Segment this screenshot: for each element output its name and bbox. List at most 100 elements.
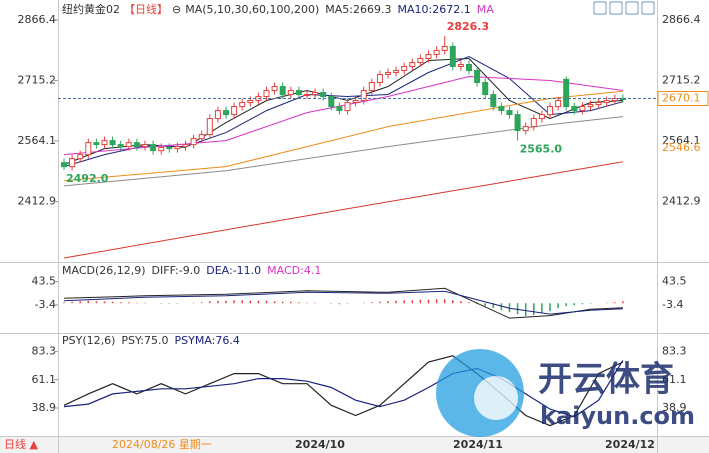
candle-body — [174, 146, 181, 150]
candle-body — [271, 86, 278, 92]
legend-label: DEA:-11.0 — [206, 264, 261, 277]
header-toggle: ⊖ — [172, 3, 181, 16]
x-tick-label: 2024/11 — [453, 438, 503, 451]
toolbar-button[interactable] — [609, 1, 623, 15]
candle-body — [93, 142, 100, 146]
toolbar — [593, 1, 655, 15]
candle-body — [101, 140, 108, 146]
candle-body — [401, 65, 408, 71]
candle-body — [304, 94, 310, 97]
candle-body — [158, 146, 165, 152]
x-tick-label: 2024/10 — [295, 438, 345, 451]
candle-body — [182, 144, 189, 148]
watermark-brand: 开云体育 — [538, 360, 674, 400]
price-annotation: 2826.3 — [447, 20, 489, 33]
candle-body — [133, 142, 140, 148]
indicator-line — [63, 355, 624, 427]
candle-body — [619, 98, 626, 101]
candle-body — [287, 90, 294, 96]
candle-body — [231, 106, 238, 116]
footer-period: 日线 ▲ — [4, 437, 38, 451]
y-tick-label: 83.3 — [662, 345, 687, 358]
price-annotation: 2565.0 — [520, 143, 563, 156]
candle-body — [563, 78, 570, 108]
candle-body — [247, 100, 254, 104]
candle-body — [198, 134, 205, 140]
candle-body — [530, 118, 537, 128]
candle-body — [223, 110, 229, 116]
y-tick-label: 2715.2 — [18, 73, 57, 86]
candle-body — [466, 63, 472, 71]
y-tick-label: 43.5 — [32, 275, 57, 288]
indicator-line — [63, 290, 623, 315]
candle-body — [393, 69, 400, 73]
legend-label: MACD(26,12,9) — [62, 264, 146, 277]
candle-body — [425, 53, 432, 59]
candle-body — [457, 63, 464, 67]
legend-label: MACD:4.1 — [267, 264, 321, 277]
toolbar-button[interactable] — [625, 1, 639, 15]
y-tick-label: 61.1 — [662, 373, 687, 386]
candle-body — [449, 45, 456, 67]
watermark: 开云体育 kaiyun.com — [436, 349, 695, 437]
candle-body — [360, 90, 367, 102]
watermark-site: kaiyun.com — [540, 402, 695, 430]
candle-body — [490, 94, 497, 108]
candle-body — [547, 106, 553, 116]
legend-label: PSYMA:76.4 — [175, 334, 240, 347]
candle-body — [206, 118, 213, 136]
candle-body — [595, 102, 602, 106]
candle-body — [69, 158, 76, 168]
y-tick-label: 2866.4 — [662, 13, 701, 26]
candle-body — [417, 57, 424, 63]
price-annotation: 2492.0 — [66, 172, 109, 185]
y-tick-label: -3.4 — [662, 298, 683, 311]
y-tick-label: 43.5 — [662, 275, 687, 288]
candle-body — [328, 96, 335, 108]
y-tick-label: 2866.4 — [18, 13, 57, 26]
candle-body — [579, 106, 586, 112]
y-tick-label: 83.3 — [32, 345, 57, 358]
y-tick-label: 61.1 — [32, 373, 57, 386]
legend-label: MA5:2669.3 — [325, 3, 391, 16]
candle-body — [77, 154, 84, 160]
y-tick-label: 38.9 — [32, 401, 57, 414]
candle-body — [61, 162, 67, 168]
candle-body — [538, 114, 545, 120]
y-tick-label: 2412.9 — [18, 195, 57, 208]
candle-body — [85, 142, 92, 156]
candle-body — [239, 102, 246, 108]
candle-body — [506, 110, 513, 116]
candle-body — [295, 90, 302, 96]
candle-body — [514, 114, 521, 132]
indicator-line — [63, 360, 624, 418]
candle-body — [571, 106, 578, 112]
candle-body — [279, 86, 286, 96]
candle-body — [142, 144, 148, 148]
candle-body — [474, 69, 481, 84]
candle-body — [336, 106, 343, 112]
legend-label: PSY(12,6) — [62, 334, 115, 347]
legend-label: MA — [477, 3, 494, 16]
toolbar-button[interactable] — [641, 1, 655, 15]
candle-body — [385, 71, 391, 76]
candle-body — [376, 74, 383, 84]
legend-label: MA(5,10,30,60,100,200) — [185, 3, 319, 16]
candle-body — [368, 82, 375, 92]
y-tick-label: 2715.2 — [662, 73, 701, 86]
header-title: 纽约黄金02 — [62, 2, 120, 16]
indicator-line — [63, 116, 623, 187]
indicator-line — [63, 90, 623, 182]
candle-body — [352, 100, 359, 104]
candle-body — [125, 142, 132, 148]
toolbar-button[interactable] — [593, 1, 607, 15]
candle-body — [603, 100, 610, 104]
footer-bar — [0, 436, 709, 453]
candle-body — [587, 104, 594, 108]
header-period: 【日线】 — [124, 2, 168, 16]
candle-body — [555, 100, 562, 108]
y-tick-label: -3.4 — [35, 298, 56, 311]
candle-body — [166, 146, 173, 150]
legend-label: DIFF:-9.0 — [152, 264, 201, 277]
legend-label: MA10:2672.1 — [398, 3, 471, 16]
